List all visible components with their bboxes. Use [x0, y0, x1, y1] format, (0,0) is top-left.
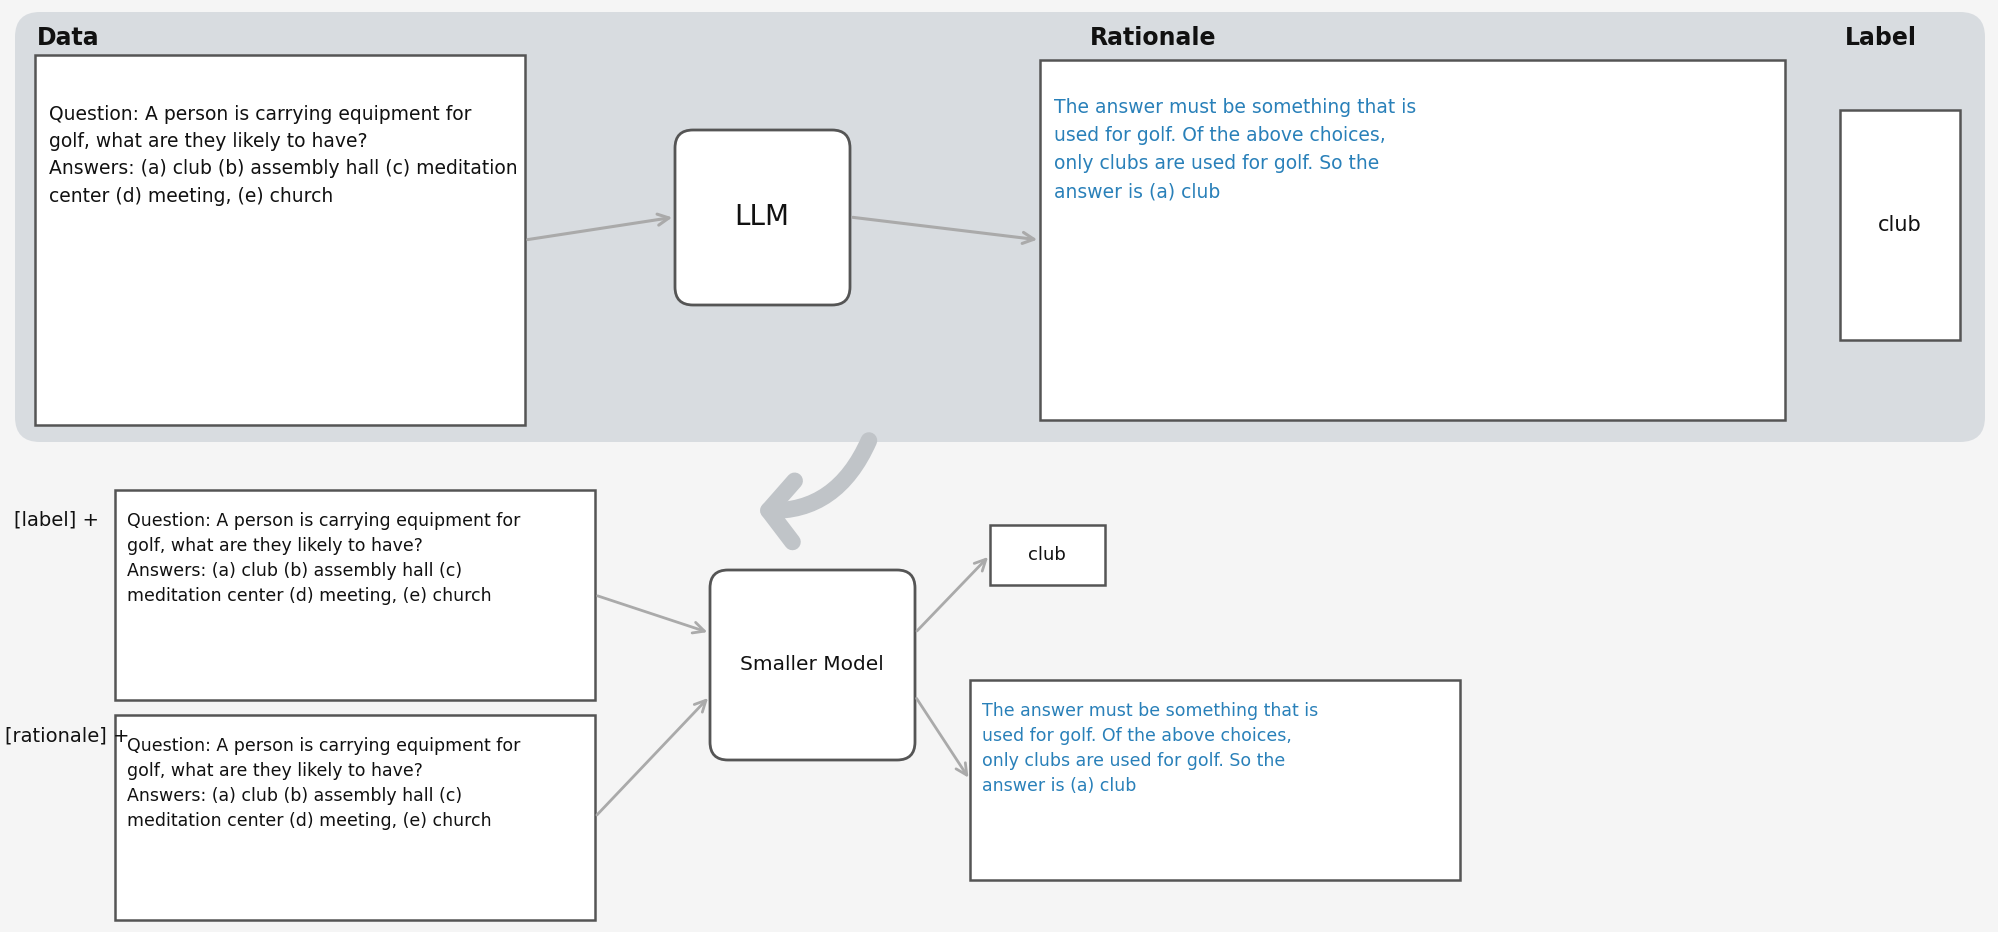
Bar: [969, 680, 1459, 880]
Bar: [989, 525, 1105, 585]
Text: Rationale: Rationale: [1089, 26, 1217, 50]
Text: club: club: [1878, 215, 1920, 235]
Text: [rationale] +: [rationale] +: [6, 726, 130, 745]
Bar: [36, 55, 525, 425]
Text: LLM: LLM: [733, 203, 789, 231]
Text: Question: A person is carrying equipment for
golf, what are they likely to have?: Question: A person is carrying equipment…: [128, 512, 519, 605]
Text: Question: A person is carrying equipment for
golf, what are they likely to have?: Question: A person is carrying equipment…: [50, 105, 517, 206]
FancyBboxPatch shape: [675, 130, 849, 305]
Text: [label] +: [label] +: [14, 510, 100, 529]
FancyBboxPatch shape: [709, 570, 915, 760]
Text: The answer must be something that is
used for golf. Of the above choices,
only c: The answer must be something that is use…: [1053, 98, 1415, 201]
Text: Label: Label: [1844, 26, 1916, 50]
Text: club: club: [1027, 546, 1065, 564]
Bar: [116, 490, 595, 700]
Text: Question: A person is carrying equipment for
golf, what are they likely to have?: Question: A person is carrying equipment…: [128, 737, 519, 830]
Bar: [1039, 60, 1784, 420]
Text: Smaller Model: Smaller Model: [739, 655, 883, 675]
Text: Data: Data: [38, 26, 100, 50]
Bar: [1838, 110, 1958, 340]
Text: The answer must be something that is
used for golf. Of the above choices,
only c: The answer must be something that is use…: [981, 702, 1317, 795]
Bar: [116, 715, 595, 920]
FancyBboxPatch shape: [16, 12, 1984, 442]
FancyArrowPatch shape: [767, 441, 869, 541]
